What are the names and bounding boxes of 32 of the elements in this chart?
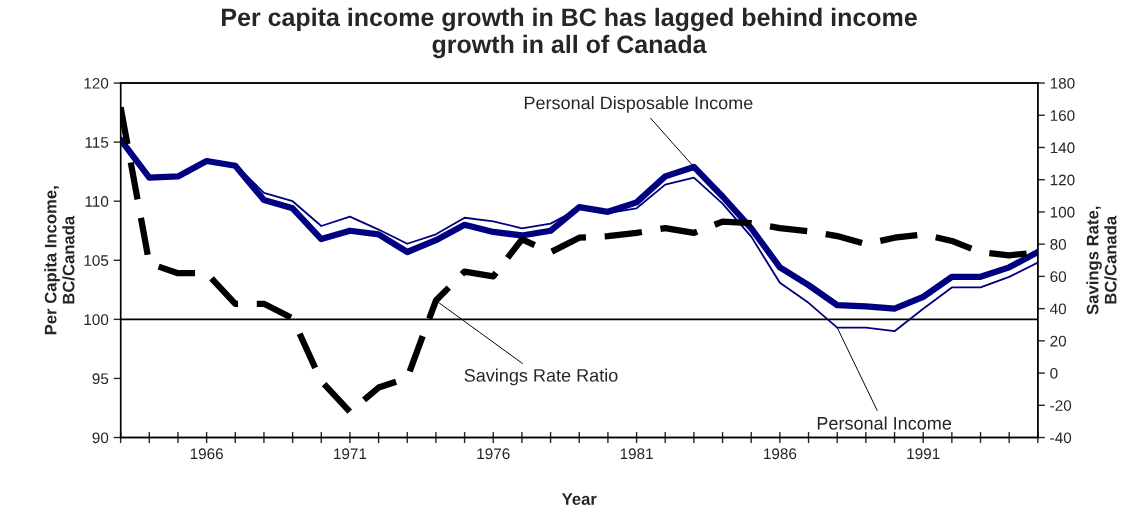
y2-tick-label: 100 — [1050, 206, 1075, 218]
y-tick-label: 115 — [85, 137, 109, 148]
y2-tick-label: 0 — [1050, 367, 1058, 379]
chart-title: Per capita income growth in BC has lagged behind income growth in all of Canada — [222, 7, 917, 59]
x-tick-label: 1981 — [620, 448, 653, 460]
y2-axis-title: Savings Rate, BC/Canada — [1086, 206, 1117, 315]
x-axis-title: Year — [561, 493, 597, 505]
y-axis-title: Per Capita Income, BC/Canada — [44, 186, 75, 335]
y-tick-label: 95 — [92, 373, 109, 385]
x-tick-label: 1971 — [334, 448, 367, 460]
y2-tick-label: 120 — [1050, 174, 1075, 186]
x-tick-label: 1966 — [190, 448, 223, 460]
y-tick-label: 90 — [92, 432, 109, 444]
y-tick-label: 120 — [84, 77, 109, 89]
text: Personal Disposable Income — [524, 96, 753, 113]
y2-tick-label: -20 — [1050, 400, 1072, 411]
y2-tick-label: 180 — [1050, 77, 1075, 89]
text: Savings Rate Ratio — [464, 368, 618, 386]
y2-tick-label: 60 — [1050, 271, 1067, 283]
y2-tick-label: 20 — [1050, 335, 1067, 347]
y2-tick-label: 160 — [1050, 110, 1075, 121]
y-tick-label: 110 — [85, 196, 109, 207]
y2-tick-label: 80 — [1050, 239, 1067, 250]
text: Personal Income — [817, 416, 952, 430]
x-tick-label: 1976 — [477, 448, 510, 460]
y-tick-label: 100 — [84, 314, 109, 326]
y2-tick-label: 140 — [1050, 142, 1075, 154]
y2-tick-label: 40 — [1050, 303, 1067, 315]
y2-tick-label: -40 — [1050, 432, 1072, 444]
x-tick-label: 1986 — [764, 448, 797, 460]
x-tick-label: 1991 — [907, 448, 940, 460]
y-tick-label: 105 — [84, 255, 109, 266]
